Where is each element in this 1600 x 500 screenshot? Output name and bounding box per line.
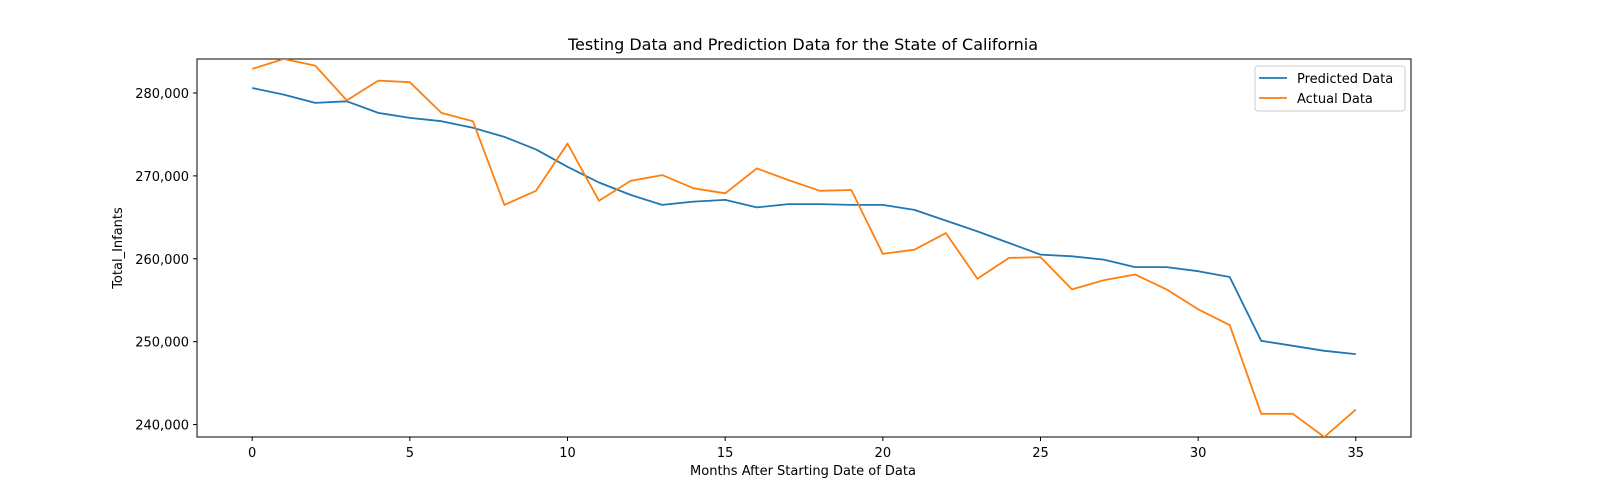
y-tick-label: 250,000	[135, 336, 189, 351]
y-tick-label: 280,000	[135, 87, 189, 102]
y-axis: 240,000 250,000 260,000 270,000 280,000	[135, 87, 197, 434]
x-axis: 0 5 10 15 20 25 30 35	[248, 437, 1364, 461]
y-tick-label: 260,000	[135, 253, 189, 268]
series-line-predicted-data	[252, 87, 1356, 355]
x-axis-label: Months After Starting Date of Data	[690, 464, 916, 479]
legend-label: Predicted Data	[1297, 72, 1393, 87]
x-tick-label: 15	[717, 446, 734, 461]
y-tick-label: 240,000	[135, 419, 189, 434]
x-tick-label: 10	[559, 446, 576, 461]
x-tick-label: 35	[1348, 446, 1365, 461]
series-lines	[251, 59, 1357, 437]
legend-box	[1254, 65, 1406, 112]
series-line-actual-data	[251, 59, 1357, 437]
legend: Predicted Data Actual Data	[1254, 65, 1406, 112]
x-tick-label: 20	[875, 446, 892, 461]
legend-label: Actual Data	[1297, 92, 1373, 107]
x-tick-label: 25	[1032, 446, 1049, 461]
x-tick-label: 5	[406, 446, 414, 461]
x-tick-label: 0	[248, 446, 256, 461]
x-tick-label: 30	[1190, 446, 1207, 461]
plot-frame	[196, 58, 1412, 438]
chart-title: Testing Data and Prediction Data for the…	[567, 35, 1038, 54]
plot-area	[196, 58, 1412, 438]
y-axis-label: Total_Infants	[111, 207, 126, 290]
y-tick-label: 270,000	[135, 170, 189, 185]
